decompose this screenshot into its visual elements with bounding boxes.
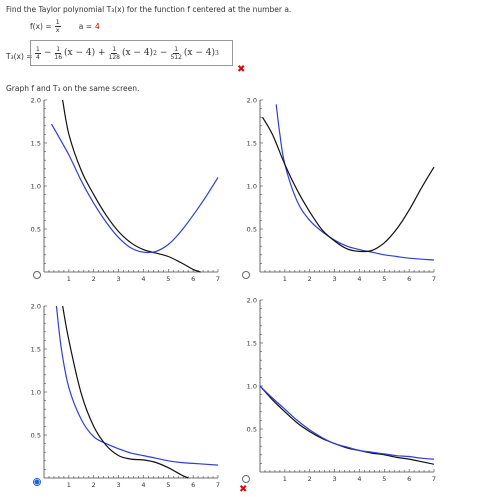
x-tick-label: 5 [166,275,170,282]
term2-fraction: 1 16 [54,46,62,61]
x-tick-label: 2 [92,275,96,282]
term3-exp: 2 [153,49,157,57]
term4-exp: 3 [214,49,219,57]
term2-den: 16 [54,53,63,61]
a-value: 4 [95,22,100,31]
question-text: Find the Taylor polynomial T₃(x) for the… [6,5,292,14]
incorrect-icon: ✖ [239,484,248,495]
y-tick-label: 1.0 [247,183,257,191]
a-label: a = [78,22,93,31]
chart-option-1: 1 2 3 4 5 6 7 0.5 1.0 1.5 2.0 [31,97,220,283]
x-tick-label: 2 [92,481,96,488]
term1-fraction: 1 4 [35,46,41,61]
radio-option-2[interactable] [242,271,250,279]
x-tick-label: 4 [141,275,145,282]
x-tick-label: 7 [216,275,220,282]
y-tick-label: 1.0 [31,183,41,191]
y-tick-label: 1.5 [31,346,41,354]
x-tick-label: 2 [308,475,312,482]
term2-tail: (x − 4) + [64,48,106,58]
f-numerator: 1 [54,18,61,27]
x-tick-label: 6 [191,481,195,488]
x-tick-label: 3 [333,275,337,282]
x-tick-label: 1 [67,275,71,282]
black-curve [259,385,435,465]
x-tick-label: 5 [382,475,386,482]
term4-tail: (x − 4) [183,48,215,58]
x-tick-label: 1 [67,481,71,488]
y-tick-label: 2.0 [31,97,41,105]
x-tick-label: 4 [141,481,145,488]
answer-label: T₃(x) = [6,52,33,61]
op-minus-1: − [43,48,52,58]
x-tick-label: 3 [333,475,337,482]
term4-num: 1 [173,45,180,54]
radio-option-3[interactable] [33,478,41,486]
blue-curve [275,104,435,261]
y-tick-label: 1.0 [247,383,257,391]
black-curve [62,99,201,273]
y-tick-label: 2.0 [31,303,41,311]
x-tick-label: 4 [357,275,361,282]
term3-num: 1 [111,45,118,54]
blue-curve [55,305,219,466]
graph-prompt: Graph f and T₃ on the same screen. [6,84,140,93]
x-tick-label: 7 [432,475,436,482]
x-tick-label: 4 [357,475,361,482]
x-tick-label: 5 [166,481,170,488]
x-tick-label: 3 [117,481,121,488]
chart-option-2: 1 2 3 4 5 6 7 0.5 1.0 1.5 2.0 [247,97,436,283]
y-tick-label: 2.0 [247,297,257,305]
term3-fraction: 1 128 [109,46,120,61]
answer-input-box[interactable]: 1 4 − 1 16 (x − 4) + 1 128 (x − 4) 2 − 1 … [30,40,233,66]
y-tick-label: 1.5 [31,140,41,148]
term4-fraction: 1 512 [170,46,181,61]
x-tick-label: 7 [216,481,220,488]
incorrect-icon: ✖ [237,64,246,75]
y-tick-label: 0.5 [31,432,41,440]
f-label: f(x) = [30,22,52,31]
blue-curve [259,385,435,460]
y-tick-label: 1.0 [31,389,41,397]
term4-den: 512 [170,53,182,61]
black-curve [261,116,435,253]
x-tick-label: 6 [407,275,411,282]
x-tick-label: 1 [283,475,287,482]
term1-num: 1 [35,45,41,54]
blue-curve [50,123,219,254]
x-tick-label: 5 [382,275,386,282]
x-tick-label: 7 [432,275,436,282]
x-tick-label: 3 [117,275,121,282]
chart-option-3: 1 2 3 4 5 6 7 0.5 1.0 1.5 2.0 [31,303,220,489]
chart-option-4: 1 2 3 4 5 6 7 0.5 1.0 1.5 2.0 [247,297,436,483]
y-tick-label: 0.5 [247,426,257,434]
radio-option-4[interactable] [242,475,250,483]
term2-num: 1 [55,45,62,54]
y-tick-label: 1.5 [247,340,257,348]
term3-den: 128 [108,53,120,61]
y-tick-label: 0.5 [31,226,41,234]
y-tick-label: 2.0 [247,97,257,105]
f-fraction: 1 x [54,18,61,34]
x-tick-label: 6 [191,275,195,282]
x-tick-label: 1 [283,275,287,282]
term1-den: 4 [36,53,40,61]
op-minus-3: − [159,48,168,58]
radio-option-1[interactable] [33,271,41,279]
function-definition: f(x) = 1 x a = 4 [30,19,100,34]
y-tick-label: 1.5 [247,140,257,148]
x-tick-label: 2 [308,275,312,282]
f-denominator: x [55,26,60,34]
black-curve [62,305,189,479]
term3-tail: (x − 4) [121,48,154,58]
y-tick-label: 0.5 [247,226,257,234]
x-tick-label: 6 [407,475,411,482]
